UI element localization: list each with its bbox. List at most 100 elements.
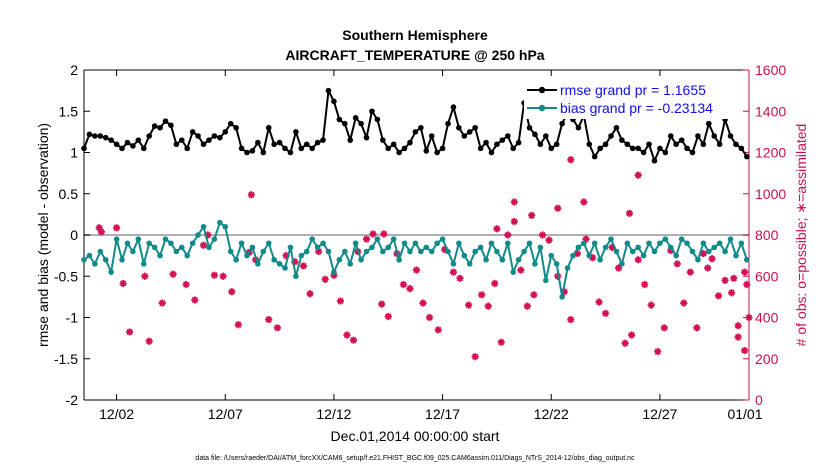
obs-marker: [343, 331, 351, 339]
bias-marker: [130, 248, 136, 255]
bias-marker: [124, 240, 131, 247]
bias-marker: [613, 248, 620, 255]
obs-marker: [641, 280, 649, 289]
bias-marker: [358, 256, 364, 263]
rmse-marker: [738, 145, 745, 152]
obs-marker: [141, 272, 149, 280]
bias-marker: [635, 244, 641, 251]
rmse-marker: [428, 133, 435, 139]
y-tick-label-right: 1000: [755, 186, 786, 202]
obs-marker: [673, 260, 681, 268]
bias-marker: [461, 252, 468, 259]
rmse-marker: [629, 145, 636, 152]
rmse-marker: [705, 120, 712, 127]
bias-marker: [423, 244, 430, 251]
footer-data-file: data file: /Users/raeder/DAI/ATM_forcXX/…: [195, 455, 635, 462]
obs-marker: [478, 291, 486, 299]
obs-marker: [708, 255, 716, 263]
obs-marker: [434, 326, 442, 334]
bias-marker: [97, 248, 104, 255]
rmse-marker: [711, 133, 718, 139]
rmse-marker: [657, 145, 663, 152]
obs-marker: [471, 353, 479, 361]
obs-marker: [730, 274, 738, 282]
rmse-marker: [309, 145, 315, 152]
y-tick-label-left: -0.5: [54, 268, 78, 284]
rmse-marker: [320, 137, 326, 143]
chart-title: Southern Hemisphere: [342, 27, 488, 43]
rmse-marker: [260, 149, 267, 156]
legend-bias-marker: [538, 104, 546, 112]
bias-marker: [178, 244, 185, 251]
rmse-marker: [97, 133, 104, 139]
bias-marker: [619, 261, 625, 267]
rmse-marker: [695, 133, 701, 139]
legend-rmse-label: rmse grand pr = 1.1655: [560, 82, 706, 98]
rmse-marker: [119, 145, 125, 152]
rmse-marker: [352, 115, 359, 121]
y-tick-label-right: 600: [755, 268, 779, 284]
rmse-marker: [92, 133, 98, 139]
bias-marker: [287, 244, 294, 251]
plot-area: -2 -1.5 -1 -0.5 0 0.5 1 1.5 2 0 200 400 600 800 1000 12…: [54, 62, 786, 422]
rmse-marker: [678, 137, 685, 143]
bias-marker: [564, 265, 571, 271]
bias-marker: [314, 244, 321, 251]
rmse-marker: [380, 137, 386, 143]
rmse-marker: [727, 133, 734, 139]
obs-marker: [634, 256, 642, 264]
obs-marker: [126, 328, 134, 336]
bias-marker: [456, 240, 462, 247]
rmse-marker: [466, 129, 473, 135]
rmse-marker: [233, 124, 239, 131]
obs-marker: [158, 299, 166, 307]
obs-marker: [299, 262, 308, 270]
bias-marker: [727, 236, 734, 242]
rmse-marker: [733, 141, 739, 148]
rmse-marker: [450, 104, 457, 110]
rmse-marker: [439, 145, 446, 152]
y-tick-label-right: 1600: [755, 62, 786, 78]
obs-marker: [634, 171, 642, 179]
bias-marker: [271, 256, 277, 263]
obs-marker: [660, 324, 668, 332]
obs-marker: [145, 337, 153, 345]
obs-marker: [449, 268, 458, 276]
bias-marker: [543, 277, 549, 284]
obs-marker: [582, 235, 590, 243]
rmse-marker: [532, 131, 538, 138]
bias-marker: [396, 256, 402, 263]
rmse-marker: [276, 139, 283, 146]
bias-marker: [140, 261, 147, 267]
y-tick-label-left: 2: [70, 62, 78, 78]
y-tick-label-right: 400: [755, 310, 779, 326]
rmse-marker: [200, 141, 207, 148]
obs-marker: [560, 288, 568, 296]
rmse-marker: [586, 141, 593, 148]
obs-marker: [628, 331, 636, 339]
bias-marker: [227, 248, 234, 255]
rmse-marker: [673, 141, 679, 148]
x-tick-label: 12/12: [316, 406, 351, 422]
chart-legend: rmse grand pr = 1.1655 bias grand pr = -…: [524, 77, 742, 119]
bias-marker: [559, 294, 565, 300]
obs-marker: [315, 247, 323, 256]
bias-marker: [401, 240, 408, 247]
obs-marker: [686, 268, 694, 276]
rmse-marker: [331, 98, 337, 105]
obs-marker: [119, 279, 127, 288]
rmse-marker: [548, 145, 555, 152]
rmse-marker: [222, 129, 229, 135]
bias-marker: [249, 244, 256, 251]
rmse-marker: [325, 87, 332, 94]
rmse-marker: [341, 120, 348, 127]
y-tick-label-right: 1400: [755, 103, 786, 119]
bias-marker: [733, 252, 739, 259]
obs-marker: [545, 236, 553, 244]
obs-marker: [621, 339, 629, 347]
obs-marker: [625, 209, 634, 217]
bias-marker: [608, 236, 614, 242]
bias-marker: [265, 240, 272, 247]
obs-marker: [528, 211, 536, 220]
obs-marker: [608, 243, 616, 251]
